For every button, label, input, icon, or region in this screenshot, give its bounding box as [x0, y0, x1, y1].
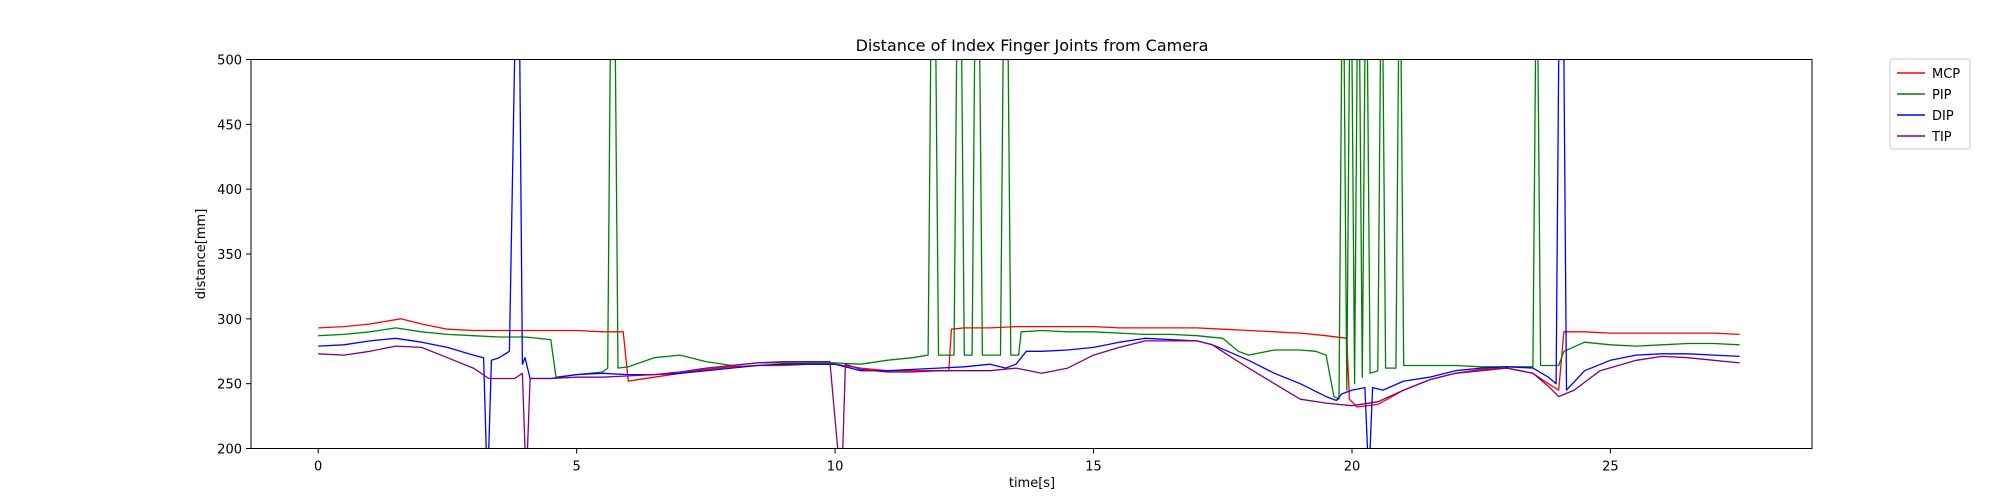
series-line-mcp — [318, 318, 1740, 408]
series-line-dip — [318, 59, 1740, 449]
x-axis-title: time[s] — [1009, 476, 1055, 491]
legend-box — [1889, 58, 1971, 150]
plot-area — [250, 59, 1813, 449]
y-tick-label: 200 — [217, 443, 242, 458]
legend: MCP PIP DIP TIP — [1889, 58, 1971, 150]
legend-label-tip: TIP — [1931, 130, 1952, 145]
series-line-pip — [318, 59, 1740, 400]
x-axis: 0 5 10 15 20 25 — [314, 448, 1619, 475]
y-tick-label: 450 — [217, 118, 242, 133]
y-tick-label: 400 — [217, 183, 242, 198]
series-line-tip — [318, 340, 1740, 449]
x-tick-label: 10 — [827, 460, 844, 475]
y-axis: 200 250 300 350 400 450 500 — [217, 54, 251, 458]
x-tick-label: 25 — [1602, 460, 1619, 475]
chart-title: Distance of Index Finger Joints from Cam… — [856, 36, 1209, 55]
y-tick-label: 500 — [217, 54, 242, 69]
legend-label-pip: PIP — [1932, 88, 1952, 103]
y-tick-label: 250 — [217, 378, 242, 393]
x-tick-label: 0 — [314, 460, 322, 475]
x-tick-label: 5 — [572, 460, 580, 475]
legend-label-dip: DIP — [1932, 109, 1954, 124]
x-tick-label: 20 — [1344, 460, 1361, 475]
legend-label-mcp: MCP — [1932, 67, 1960, 82]
y-tick-label: 350 — [217, 248, 242, 263]
y-axis-title: distance[mm] — [194, 209, 209, 300]
y-tick-label: 300 — [217, 313, 242, 328]
series-layer — [318, 59, 1740, 449]
x-tick-label: 15 — [1085, 460, 1102, 475]
